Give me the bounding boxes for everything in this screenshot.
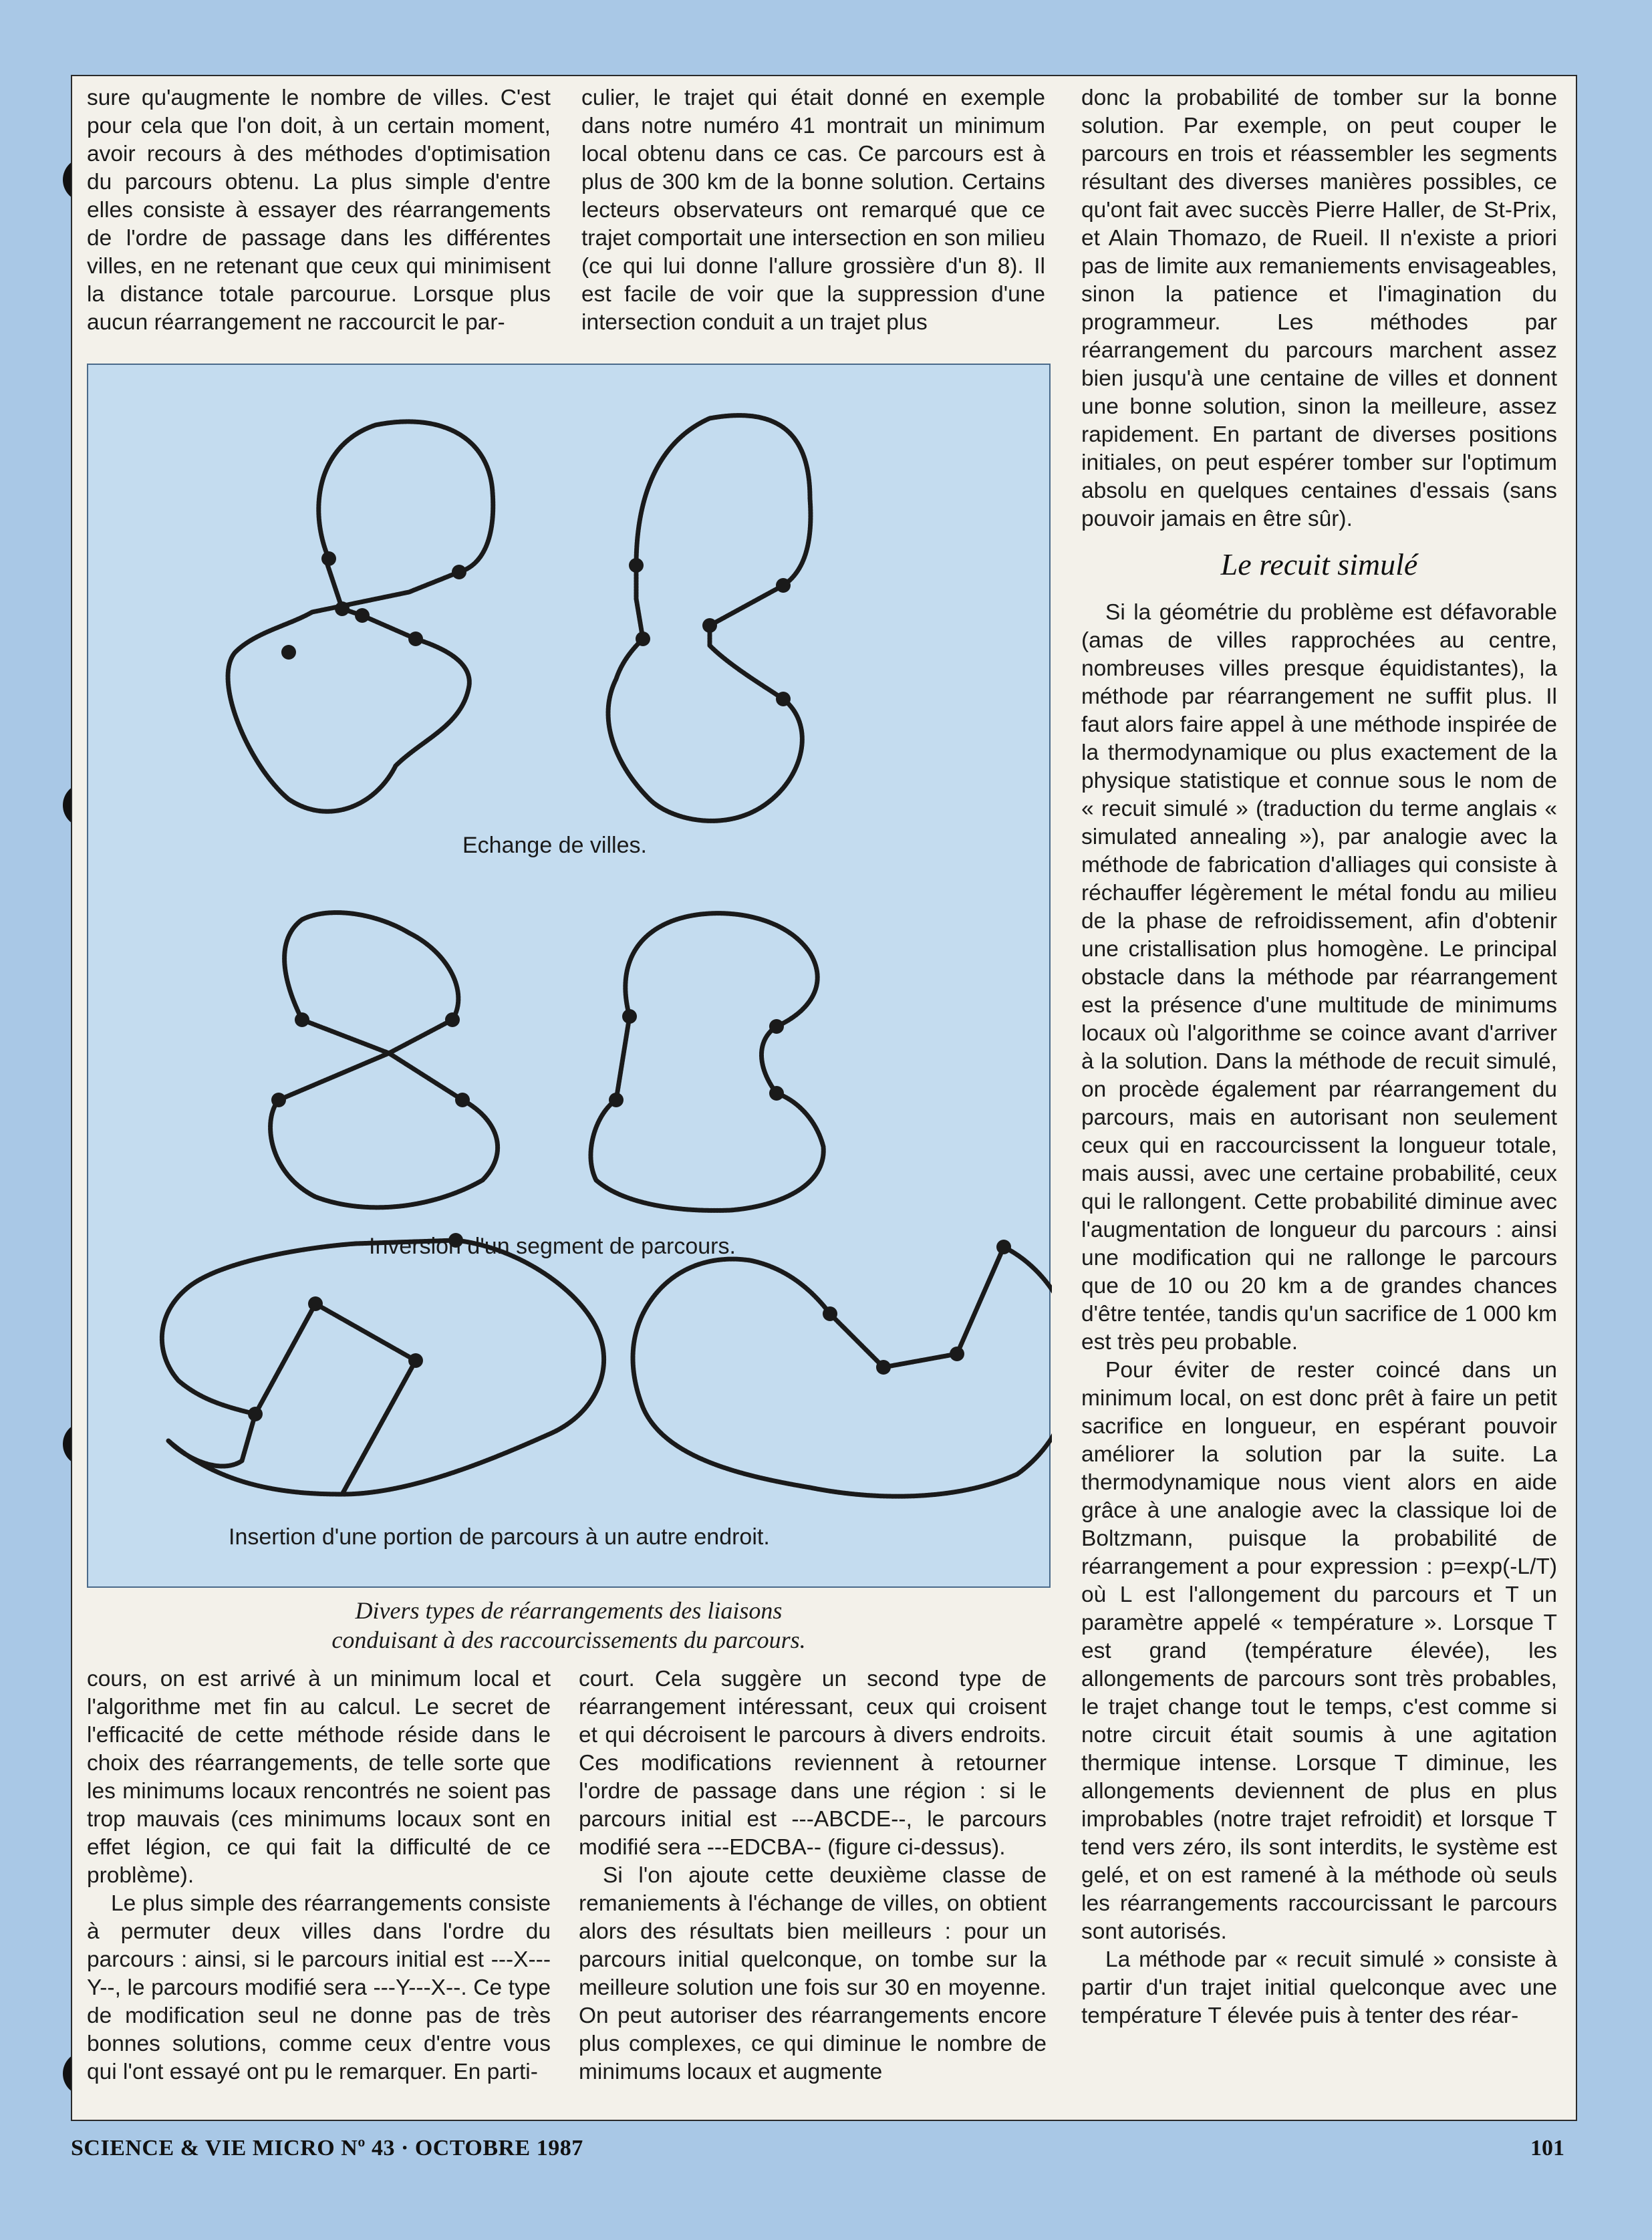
route-diagrams [159,413,1052,1499]
column2-bottom-text: court. Cela suggère un second type de ré… [579,1665,1047,2086]
paragraph: donc la probabilité de tomber sur la bon… [1081,86,1557,531]
section-heading: Le recuit simulé [1220,547,1418,581]
route-path [268,910,500,1210]
route-path [630,1244,1052,1499]
figure-caption: Divers types de réarrangements des liais… [87,1596,1051,1655]
figure-label-inversion: Inversion d'un segment de parcours. [369,1234,736,1259]
magazine-page: sure qu'augmente le nombre de villes. C'… [71,75,1577,2121]
paragraph: Si la géométrie du problème est défavora… [1081,600,1557,1355]
route-path [159,1238,607,1497]
page-number: 101 [1530,2136,1564,2160]
paragraph: Pour éviter de rester coincé dans un min… [1081,1358,1557,1944]
column1-bottom-text: cours, on est arrivé à un minimum local … [87,1665,551,2086]
caption-line: Divers types de réarrangements des liais… [355,1597,783,1624]
footer-publication: SCIENCE & VIE MICRO Nº 43 · OCTOBRE 1987 [71,2136,583,2160]
column1-top-text: sure qu'augmente le nombre de villes. C'… [87,84,551,352]
figure-label-exchange: Echange de villes. [462,833,647,858]
column3-text: donc la probabilité de tomber sur la bon… [1081,84,1557,2030]
route-path [225,419,496,814]
paragraph: cours, on est arrivé à un minimum local … [87,1667,551,1888]
route-path [605,413,813,823]
caption-line: conduisant à des raccourcissements du pa… [331,1627,806,1653]
paragraph: sure qu'augmente le nombre de villes. C'… [87,86,551,335]
column2-top-text: culier, le trajet qui était donné en exe… [581,84,1045,352]
paragraph: culier, le trajet qui était donné en exe… [581,86,1045,335]
figure-panel: Echange de villes. Inversion d'un segmen… [87,364,1052,1588]
paragraph: La méthode par « recuit simulé » consist… [1081,1947,1557,2028]
paragraph: Le plus simple des réarrangements consis… [87,1891,551,2084]
paragraph: Si l'on ajoute cette deuxième classe de … [579,1863,1047,2084]
figure-label-insertion: Insertion d'une portion de parcours à un… [229,1524,770,1550]
paragraph: court. Cela suggère un second type de ré… [579,1667,1047,1860]
route-path [588,911,826,1213]
